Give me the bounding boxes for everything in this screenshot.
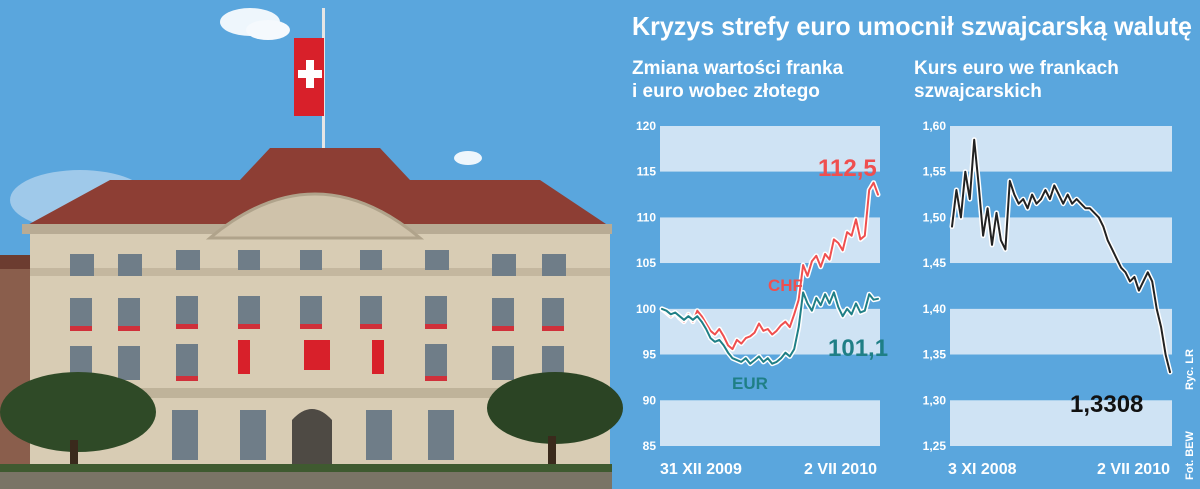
chart1-y-tick-label: 85 <box>643 439 657 453</box>
chart1-y-axis: 120 115 110 105 100 95 90 85 <box>636 119 656 453</box>
floor-band <box>30 388 610 398</box>
windows <box>70 250 566 460</box>
chart1-series-line-eur <box>661 291 879 365</box>
roof <box>22 148 612 228</box>
chart1-x-end-label: 2 VII 2010 <box>804 461 877 478</box>
chart2-y-tick-label: 1,25 <box>923 439 947 453</box>
pediment <box>205 192 425 240</box>
chf-end-value: 112,5 <box>818 155 877 182</box>
swiss-flag-icon <box>294 38 324 116</box>
chart-franc-euro-vs-zloty: 120 115 110 105 100 95 90 85 CHF EUR 112,5 101,… <box>636 119 888 478</box>
chart1-lines <box>659 180 881 367</box>
tree <box>0 372 156 452</box>
chart1-y-tick-label: 120 <box>636 119 656 133</box>
chart2-title-line2: szwajcarskich <box>914 81 1042 102</box>
eurchf-end-value: 1,3308 <box>1070 391 1143 418</box>
tree-trunk <box>70 440 78 470</box>
tree-trunk <box>548 436 556 470</box>
facade-flag <box>238 340 250 374</box>
chart1-y-tick-label: 90 <box>643 393 657 407</box>
chart2-y-tick-label: 1,35 <box>923 348 947 362</box>
chart2-band <box>950 308 1172 355</box>
chart1-y-tick-label: 115 <box>637 165 657 179</box>
chart2-y-tick-label: 1,30 <box>923 393 947 407</box>
cloud <box>454 151 482 165</box>
flower-boxes <box>70 324 564 381</box>
entrance-door <box>292 409 332 470</box>
chart2-y-tick-label: 1,50 <box>923 210 947 224</box>
chart2-y-tick-label: 1,45 <box>923 256 947 270</box>
chart1-y-tick-label: 105 <box>636 256 656 270</box>
chart1-title-line2: i euro wobec złotego <box>632 81 820 102</box>
chf-series-label: CHF <box>768 276 803 295</box>
chart1-title-line1: Zmiana wartości franka <box>632 58 844 79</box>
chart1-x-start-label: 31 XII 2009 <box>660 461 742 478</box>
chart2-series-line-eurchf <box>951 138 1171 374</box>
facade-flag <box>372 340 384 374</box>
chart2-y-tick-label: 1,55 <box>923 165 947 179</box>
chart2-band <box>950 400 1172 446</box>
eur-series-label: EUR <box>732 374 768 393</box>
chart1-band <box>660 400 880 446</box>
photo-credit: Fot. BEW <box>1184 431 1196 480</box>
cloud <box>246 20 290 40</box>
chart2-title-line1: Kurs euro we frankach <box>914 58 1119 79</box>
chart2-y-axis: 1,60 1,55 1,50 1,45 1,40 1,35 1,30 1,25 <box>923 119 947 453</box>
bank-building-photo <box>0 8 623 489</box>
chart-euro-in-swiss-francs: 1,601,551,501,451,401,351,301,25 1,3308 … <box>923 119 1173 478</box>
facade-flag <box>304 340 330 370</box>
chart2-y-tick-label: 1,60 <box>923 119 947 133</box>
chart1-y-tick-label: 110 <box>637 210 657 224</box>
chart1-series-line-chf <box>661 181 879 351</box>
chart1-band <box>660 171 880 218</box>
chart2-x-start-label: 3 XI 2008 <box>948 461 1017 478</box>
chart2-band <box>950 126 1172 172</box>
chart1-band <box>660 126 880 172</box>
chart1-y-tick-label: 95 <box>643 348 657 362</box>
hedge <box>0 464 612 472</box>
chart1-y-tick-label: 100 <box>636 302 656 316</box>
tree <box>487 372 623 444</box>
chart1-band <box>660 263 880 309</box>
main-title: Kryzys strefy euro umocnił szwajcarską w… <box>632 11 1192 41</box>
floor-band <box>30 268 610 276</box>
chart2-band <box>950 354 1172 401</box>
chart2-lines <box>949 137 1173 375</box>
eur-end-value: 101,1 <box>828 335 888 362</box>
chart2-x-end-label: 2 VII 2010 <box>1097 461 1170 478</box>
drawing-credit: Ryc. LR <box>1184 349 1196 390</box>
chart2-y-tick-label: 1,40 <box>923 302 947 316</box>
ground <box>0 468 612 489</box>
